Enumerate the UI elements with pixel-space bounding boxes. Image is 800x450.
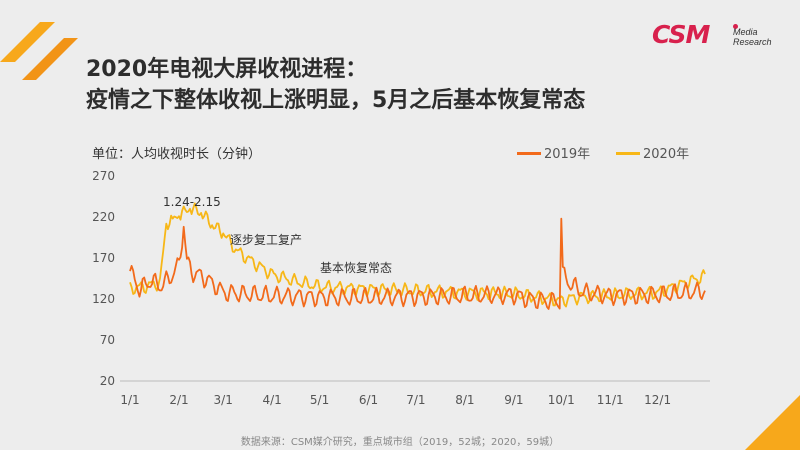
page-title: 2020年电视大屏收视进程： 疫情之下整体收视上涨明显，5月之后基本恢复常态 xyxy=(86,54,585,116)
x-tick-label: 5/1 xyxy=(310,393,329,407)
decorative-stripes xyxy=(0,22,78,80)
x-tick-label: 7/1 xyxy=(406,393,425,407)
y-tick-label: 120 xyxy=(92,292,115,306)
y-tick-label: 170 xyxy=(92,251,115,265)
x-tick-label: 12/1 xyxy=(644,393,671,407)
x-tick-label: 4/1 xyxy=(263,393,282,407)
x-tick-label: 8/1 xyxy=(455,393,474,407)
series-line-2020 xyxy=(129,202,706,308)
legend-swatch-2019 xyxy=(517,152,541,155)
x-tick-label: 1/1 xyxy=(120,393,139,407)
chart-annotation: 1.24-2.15 xyxy=(163,195,221,209)
legend-label-2020: 2020年 xyxy=(643,147,690,162)
chart-unit-label: 单位：人均收视时长（分钟） xyxy=(92,147,262,162)
logo-main-text: CSM xyxy=(652,20,710,49)
legend-swatch-2020 xyxy=(616,152,640,155)
y-tick-label: 220 xyxy=(92,210,115,224)
logo-sub-line-2: Research xyxy=(733,37,772,47)
chart-annotation: 基本恢复常态 xyxy=(320,261,392,275)
legend-label-2019: 2019年 xyxy=(544,147,591,162)
logo-dot-icon xyxy=(733,24,738,29)
legend-item-2019: 2019年 xyxy=(517,143,590,162)
x-tick-label: 2/1 xyxy=(169,393,188,407)
legend-item-2020: 2020年 xyxy=(616,143,689,162)
x-tick-label: 11/1 xyxy=(597,393,624,407)
decorative-corner xyxy=(745,395,800,450)
x-tick-label: 3/1 xyxy=(214,393,233,407)
x-tick-label: 9/1 xyxy=(504,393,523,407)
chart-annotation: 逐步复工复产 xyxy=(230,233,302,247)
data-source-note: 数据来源：CSM媒介研究，重点城市组（2019，52城；2020，59城） xyxy=(240,437,560,448)
series-line-2019 xyxy=(129,217,706,310)
y-tick-label: 70 xyxy=(100,333,115,347)
logo-sub-text: Media Research xyxy=(733,27,772,47)
x-tick-label: 10/1 xyxy=(548,393,575,407)
title-line-1: 2020年电视大屏收视进程： xyxy=(86,57,368,82)
title-line-2: 疫情之下整体收视上涨明显，5月之后基本恢复常态 xyxy=(86,88,586,113)
y-tick-label: 20 xyxy=(100,374,115,388)
x-tick-label: 6/1 xyxy=(359,393,378,407)
y-tick-label: 270 xyxy=(92,169,115,183)
logo-sub-line-1: Media xyxy=(733,27,758,37)
